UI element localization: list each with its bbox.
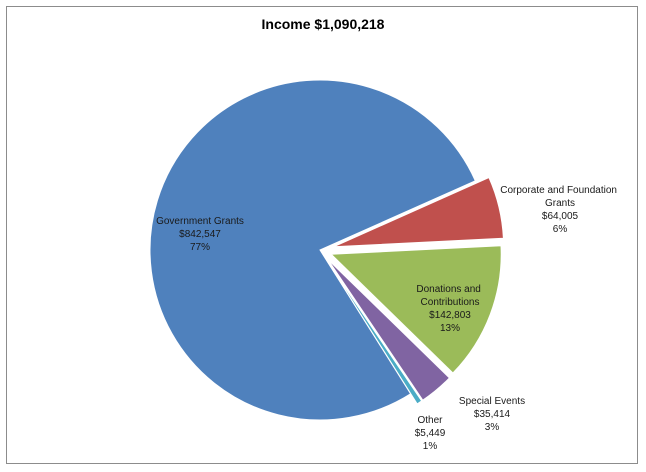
label-government-grants-percent: 77% [190,242,210,253]
label-donations-amount: $142,803 [429,310,471,321]
label-special-events-percent: 3% [485,422,500,433]
label-special-events-amount: $35,414 [474,409,511,420]
label-other-percent: 1% [423,441,438,452]
label-corporate-grants-amount: $64,005 [542,211,579,222]
pie-slice-special-events [327,258,451,401]
label-special-events-name: Special Events [459,396,525,407]
pie-slice-donations-and-contributions [330,245,502,374]
pie-slices [149,79,504,421]
pie-slice-corporate-and-foundation-grants [333,176,504,248]
label-corporate-grants-percent: 6% [553,224,568,235]
label-government-grants-amount: $842,547 [179,229,221,240]
label-other-name: Other [417,415,443,426]
pie-slice-government-grants [149,79,476,421]
chart-title: Income $1,090,218 [262,16,385,32]
label-government-grants-name: Government Grants [156,216,244,227]
label-corporate-grants-name: Corporate and Foundation Grants [500,185,620,209]
label-donations-name: Donations and Contributions [416,284,483,308]
pie-slice-other [326,259,423,405]
label-donations-percent: 13% [440,323,460,334]
label-other-amount: $5,449 [415,428,446,439]
